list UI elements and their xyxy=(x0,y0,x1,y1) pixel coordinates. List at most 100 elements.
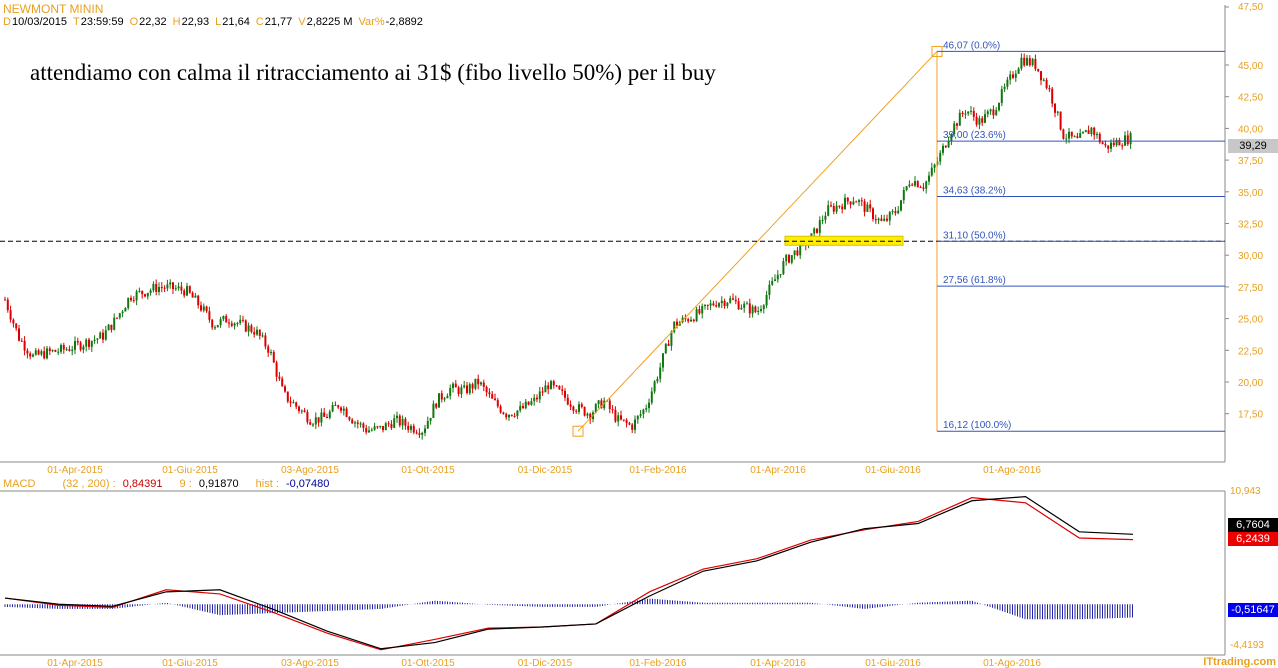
candle xyxy=(636,415,639,420)
candle xyxy=(452,383,454,389)
candle xyxy=(1040,71,1042,81)
candle xyxy=(614,410,617,422)
candle xyxy=(698,309,701,314)
candle xyxy=(908,184,911,187)
ittrading-logo: ITtrading.com xyxy=(1203,656,1276,668)
fibo-anchor-low xyxy=(572,425,584,437)
candle xyxy=(1023,57,1026,66)
candle xyxy=(530,401,533,405)
field-value: 22,93 xyxy=(181,16,210,28)
candle xyxy=(188,286,191,293)
candle xyxy=(407,425,410,430)
candle xyxy=(998,102,1000,111)
candle xyxy=(692,319,695,322)
candle xyxy=(74,341,76,350)
candle xyxy=(334,405,337,407)
candle xyxy=(902,189,905,201)
candle xyxy=(897,210,900,214)
candle xyxy=(1068,131,1070,139)
field-value: -2,8892 xyxy=(385,16,423,28)
candle xyxy=(6,299,9,311)
candle xyxy=(726,302,729,307)
y-tick-label: 25,00 xyxy=(1238,315,1263,326)
hist-label: hist : xyxy=(255,478,279,490)
candle xyxy=(477,378,480,385)
candle xyxy=(706,304,709,306)
candle xyxy=(600,400,603,409)
candle xyxy=(337,405,340,408)
candle xyxy=(844,197,846,210)
ohlc-readout: D10/03/2015 T23:59:59 O22,32 H22,93 L21,64 C2… xyxy=(3,16,429,28)
candle xyxy=(1079,133,1082,138)
candle xyxy=(424,428,426,433)
candle xyxy=(247,325,250,332)
candle xyxy=(426,420,429,429)
candle xyxy=(250,325,253,332)
candle xyxy=(989,109,992,112)
candle xyxy=(620,415,622,420)
candle xyxy=(578,404,580,412)
candle xyxy=(34,350,37,355)
candle xyxy=(158,286,160,292)
candle xyxy=(152,284,155,291)
candle xyxy=(460,387,463,395)
candle xyxy=(174,288,177,290)
candle xyxy=(317,417,320,423)
candle xyxy=(295,402,298,407)
candle xyxy=(572,406,575,411)
candle xyxy=(1034,58,1037,69)
macd-x-tick-label: 01-Feb-2016 xyxy=(629,658,687,668)
y-tick-label: 27,50 xyxy=(1238,283,1263,294)
candle xyxy=(127,297,130,309)
candle xyxy=(550,381,552,390)
x-tick-label: 01-Ago-2016 xyxy=(983,465,1041,476)
candle xyxy=(995,110,998,116)
candle xyxy=(757,310,760,312)
candle xyxy=(412,425,415,433)
candle xyxy=(648,402,650,409)
candle xyxy=(228,322,230,324)
candle xyxy=(446,395,449,399)
candle xyxy=(300,410,303,412)
candle xyxy=(267,346,270,353)
candle xyxy=(1076,136,1079,138)
fibo-level-label: 27,56 (61.8%) xyxy=(943,275,1006,286)
candle xyxy=(779,274,782,276)
candle xyxy=(664,343,667,354)
candle xyxy=(1037,68,1040,72)
candle xyxy=(48,348,51,352)
candle xyxy=(197,295,200,306)
signal-label: 9 : xyxy=(179,478,192,490)
candle xyxy=(404,418,407,426)
candle xyxy=(788,255,790,263)
candle xyxy=(138,290,141,292)
candle xyxy=(54,350,57,352)
candle xyxy=(575,410,578,412)
candle xyxy=(622,419,625,421)
field-key: L xyxy=(215,16,222,28)
fibo-trendline xyxy=(577,51,938,432)
candle xyxy=(704,304,706,307)
candle xyxy=(1006,79,1009,87)
candle xyxy=(351,419,354,424)
candle xyxy=(110,324,113,330)
candle xyxy=(555,385,558,387)
candle xyxy=(348,416,351,420)
candle xyxy=(32,354,34,357)
candle xyxy=(676,321,678,326)
candle xyxy=(734,299,737,302)
candle xyxy=(216,325,219,328)
field-value: 21,64 xyxy=(222,16,250,28)
candle xyxy=(872,208,874,220)
candle xyxy=(1048,88,1051,90)
signal-value: 0,91870 xyxy=(198,478,239,490)
candle xyxy=(625,419,628,424)
candle xyxy=(1115,139,1118,146)
candle xyxy=(15,323,18,329)
candle xyxy=(1084,130,1087,133)
candle xyxy=(396,415,398,419)
candle xyxy=(68,349,71,351)
candle xyxy=(57,351,60,353)
x-tick-label: 01-Ott-2015 xyxy=(401,465,455,476)
